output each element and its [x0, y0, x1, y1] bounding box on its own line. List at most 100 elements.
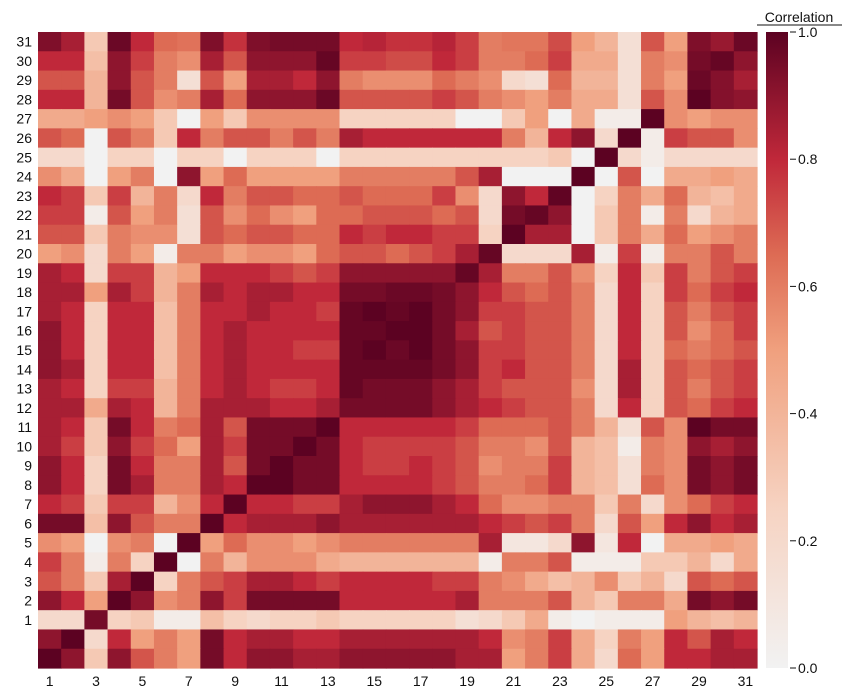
heatmap-cell — [501, 359, 526, 380]
heatmap-cell — [246, 321, 271, 341]
heatmap-cell — [246, 475, 271, 496]
heatmap-cell — [687, 321, 712, 341]
heatmap-cell — [733, 533, 758, 553]
heatmap-cell — [84, 417, 109, 438]
heatmap-cell — [177, 456, 201, 476]
heatmap-cell — [316, 359, 341, 380]
heatmap-cell — [733, 51, 758, 72]
heatmap-cell — [153, 398, 178, 419]
heatmap-cell — [339, 590, 364, 611]
y-tick-label: 25 — [16, 149, 32, 165]
heatmap-cell — [61, 475, 85, 496]
heatmap-cell — [617, 301, 642, 322]
heatmap-cell — [339, 629, 364, 650]
heatmap-cell — [664, 321, 689, 341]
heatmap-cell — [130, 166, 155, 187]
heatmap-cell — [153, 70, 178, 91]
heatmap-cell — [153, 436, 178, 457]
heatmap-cell — [177, 109, 201, 129]
heatmap-cell — [177, 359, 201, 380]
heatmap-cell — [316, 648, 341, 669]
heatmap-cell — [177, 475, 201, 496]
heatmap-cell — [525, 378, 549, 399]
heatmap-cell — [641, 263, 665, 284]
heatmap-cell — [107, 51, 132, 72]
heatmap-cell — [246, 629, 271, 650]
heatmap-cell — [548, 513, 573, 534]
heatmap-cell — [501, 648, 526, 669]
heatmap-cell — [223, 340, 248, 361]
heatmap-cell — [38, 610, 62, 631]
heatmap-cell — [362, 70, 387, 91]
heatmap-cell — [130, 340, 155, 361]
heatmap-cell — [548, 32, 573, 52]
y-tick-label: 10 — [16, 438, 32, 454]
heatmap-cell — [269, 32, 294, 52]
heatmap-cell — [501, 147, 526, 168]
heatmap-cell — [641, 398, 665, 419]
heatmap-cell — [594, 552, 619, 573]
heatmap-cell — [200, 552, 225, 573]
heatmap-cell — [733, 359, 758, 380]
heatmap-cell — [339, 205, 364, 226]
heatmap-cell — [733, 571, 758, 592]
heatmap-cell — [246, 456, 271, 476]
heatmap-cell — [455, 552, 480, 573]
heatmap-cell — [293, 398, 317, 419]
y-tick-label: 24 — [16, 169, 32, 185]
heatmap-cell — [269, 147, 294, 168]
heatmap-cell — [107, 648, 132, 669]
heatmap-cell — [130, 648, 155, 669]
heatmap-cell — [130, 186, 155, 207]
heatmap-cell — [339, 321, 364, 341]
heatmap-cell — [664, 436, 689, 457]
heatmap-cell — [501, 186, 526, 207]
heatmap-cell — [223, 128, 248, 149]
heatmap-cell — [617, 321, 642, 341]
heatmap-cell — [362, 417, 387, 438]
heatmap-cell — [409, 321, 433, 341]
heatmap-cell — [269, 648, 294, 669]
heatmap-cell — [478, 610, 503, 631]
heatmap-cell — [710, 301, 735, 322]
heatmap-cell — [571, 494, 596, 515]
heatmap-cell — [223, 147, 248, 168]
heatmap-cell — [130, 282, 155, 303]
heatmap-cell — [641, 552, 665, 573]
heatmap-cell — [246, 552, 271, 573]
heatmap-cell — [501, 610, 526, 631]
heatmap-cell — [107, 244, 132, 264]
heatmap-cell — [710, 590, 735, 611]
heatmap-cell — [733, 70, 758, 91]
heatmap-cell — [130, 109, 155, 129]
y-tick-label: 14 — [16, 361, 32, 377]
heatmap-cell — [733, 205, 758, 226]
heatmap-cell — [687, 417, 712, 438]
heatmap-cell — [594, 32, 619, 52]
heatmap-cell — [38, 340, 62, 361]
heatmap-cell — [130, 378, 155, 399]
heatmap-cell — [293, 109, 317, 129]
heatmap-cell — [38, 436, 62, 457]
heatmap-cell — [687, 32, 712, 52]
heatmap-cell — [153, 648, 178, 669]
heatmap-cell — [733, 378, 758, 399]
heatmap-cell — [478, 436, 503, 457]
heatmap-cell — [641, 70, 665, 91]
heatmap-cell — [293, 456, 317, 476]
heatmap-cell — [200, 186, 225, 207]
heatmap-cell — [710, 70, 735, 91]
heatmap-cell — [153, 186, 178, 207]
heatmap-cell — [664, 590, 689, 611]
heatmap-cell — [200, 436, 225, 457]
heatmap-cell — [38, 89, 62, 110]
heatmap-cell — [223, 552, 248, 573]
heatmap-cell — [38, 32, 62, 52]
heatmap-cell — [455, 32, 480, 52]
heatmap-cell — [478, 186, 503, 207]
heatmap-cell — [223, 417, 248, 438]
heatmap-cell — [84, 398, 109, 419]
heatmap-cell — [478, 571, 503, 592]
heatmap-cell — [501, 282, 526, 303]
heatmap-cell — [687, 494, 712, 515]
